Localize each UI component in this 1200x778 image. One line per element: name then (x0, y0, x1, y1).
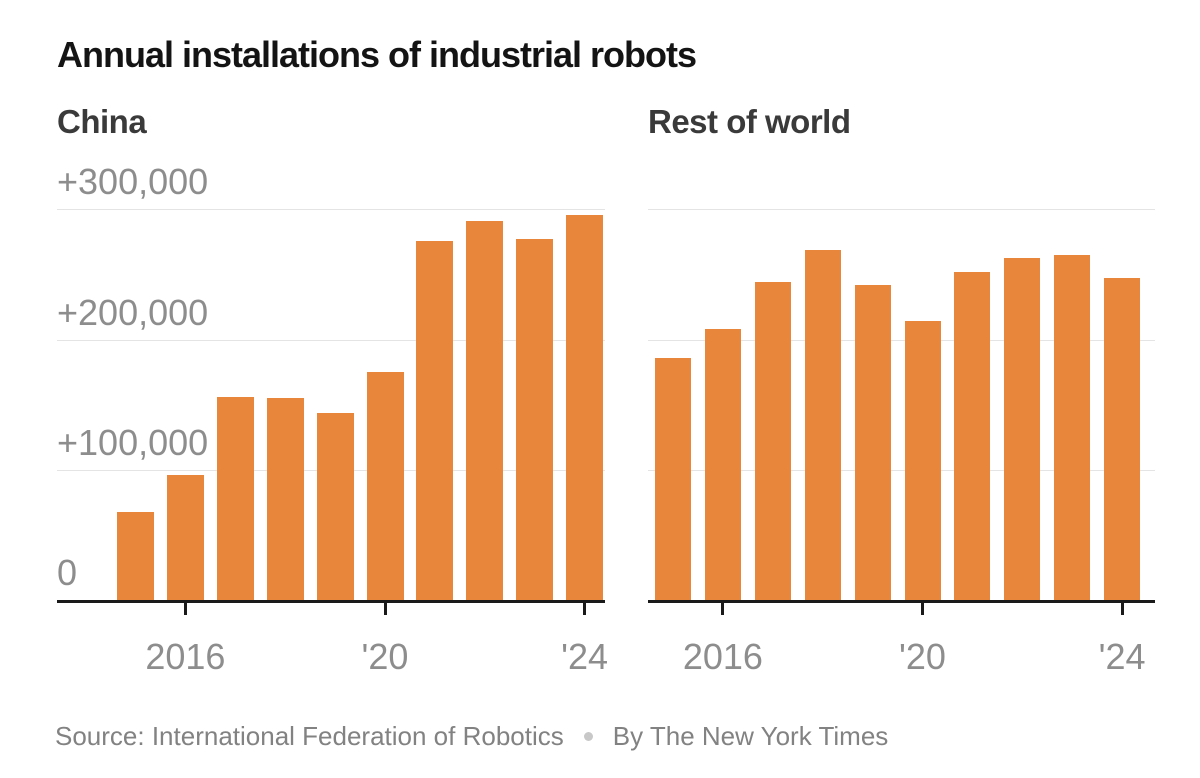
gridline-200000 (57, 339, 605, 341)
x-axis-line (648, 600, 1155, 603)
bar-2023 (1054, 255, 1091, 600)
x-tick-2016 (721, 603, 725, 615)
gridline-200000 (648, 339, 1155, 341)
gridline-300000 (57, 209, 605, 211)
x-tick-label-2024: '24 (1098, 636, 1146, 677)
x-tick-2024 (583, 603, 587, 615)
x-axis-line (57, 600, 605, 603)
bar-2017 (216, 396, 254, 600)
x-tick-label-2024: '24 (561, 636, 609, 677)
y-axis-label-100000: +100,000 (57, 421, 209, 463)
bar-2015 (117, 511, 154, 600)
x-tick-2020 (921, 603, 924, 615)
page-title: Annual installations of industrial robot… (57, 34, 697, 75)
bar-2021 (954, 271, 991, 600)
source-text: Source: International Federation of Robo… (55, 721, 564, 751)
y-axis-label-0: 0 (57, 552, 78, 593)
panel-title-china: China (57, 103, 147, 140)
bar-2017 (754, 282, 791, 600)
x-tick-2024 (1120, 603, 1124, 615)
bar-2023 (516, 239, 554, 600)
bar-2024 (1104, 278, 1141, 600)
bar-2022 (1004, 257, 1041, 600)
bar-2022 (466, 221, 504, 600)
bar-2016 (704, 329, 741, 600)
gridline-300000 (648, 209, 1155, 211)
x-tick-2020 (383, 603, 387, 615)
bar-2021 (416, 240, 454, 600)
bar-2016 (166, 475, 204, 600)
bar-chart-china: 2016 '20 '24 +300,000 +200,000 +100,000 0 (57, 150, 608, 680)
bar-2020 (366, 372, 404, 600)
x-tick-label-2020: '20 (899, 636, 946, 677)
y-axis-label-300000: +300,000 (57, 161, 209, 203)
panel-title-rest-of-world: Rest of world (648, 103, 851, 140)
dot-separator-icon (583, 731, 593, 741)
bar-2019 (316, 412, 354, 600)
bar-chart-rest-of-world: 2016 '20 '24 (648, 150, 1155, 680)
bar-2024 (566, 214, 604, 600)
gridline-100000 (648, 469, 1155, 471)
x-tick-label-2020: '20 (361, 636, 409, 677)
bar-2020 (904, 321, 941, 600)
x-tick-2016 (183, 603, 187, 615)
bar-2015 (655, 357, 691, 600)
x-tick-label-2016: 2016 (682, 636, 763, 677)
x-tick-label-2016: 2016 (145, 636, 226, 677)
byline-text: By The New York Times (612, 721, 889, 751)
y-axis-label-200000: +200,000 (57, 291, 209, 333)
source-line: Source: International Federation of Robo… (55, 720, 888, 752)
bar-2018 (804, 249, 841, 600)
bar-2019 (854, 284, 891, 600)
bar-2018 (266, 398, 304, 600)
